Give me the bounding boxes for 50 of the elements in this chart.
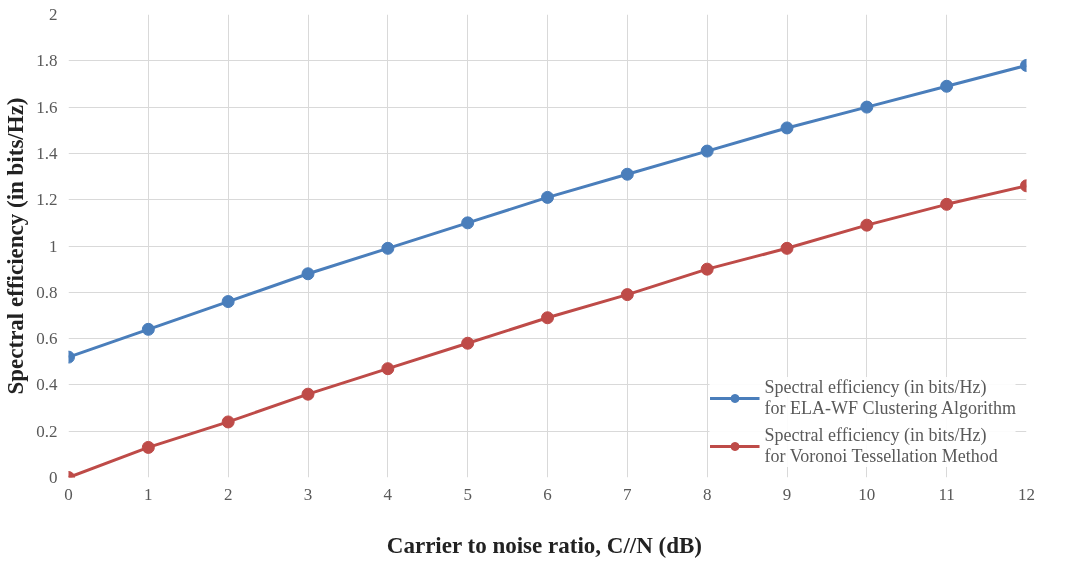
point (461, 216, 475, 230)
y-tick-label: 0.6 (36, 329, 58, 349)
point (780, 241, 794, 255)
x-tick-label: 4 (383, 484, 393, 504)
x-tick-label: 0 (64, 484, 73, 504)
y-tick-label: 0.4 (36, 375, 58, 395)
point (620, 288, 634, 302)
point (381, 362, 395, 376)
legend-label: Spectral efficiency (in bits/Hz) for ELA-WF Clustering Algorithm (764, 377, 1016, 419)
legend-label: Spectral efficiency (in bits/Hz) for Voronoi Tessellation Method (764, 425, 998, 467)
point (940, 79, 954, 93)
point (620, 167, 634, 181)
y-tick-label: 0 (49, 468, 58, 487)
point (221, 295, 235, 309)
x-tick-label: 9 (782, 484, 792, 504)
point (700, 144, 714, 158)
point (221, 415, 235, 429)
x-tick-label: 7 (623, 484, 633, 504)
point (461, 336, 475, 350)
x-tick-label: 6 (543, 484, 552, 504)
y-tick-label: 1.2 (36, 190, 58, 210)
x-tick-label: 10 (858, 484, 876, 504)
point (541, 311, 554, 325)
x-tick-label: 5 (463, 484, 472, 504)
x-tick-label: 2 (223, 484, 233, 504)
y-tick-label: 2 (49, 5, 58, 24)
x-axis-title: Carrier to noise ratio, C//N (dB) (386, 532, 702, 558)
point (381, 241, 395, 255)
x-tick-label: 3 (303, 484, 313, 504)
point (301, 387, 315, 401)
point (301, 267, 315, 281)
y-axis-title: Spectral efficiency (in bits/Hz) (3, 97, 29, 395)
point (860, 218, 874, 232)
x-tick-label: 1 (144, 484, 153, 504)
y-tick-label: 0.2 (36, 421, 58, 441)
point (541, 190, 554, 204)
point (141, 322, 155, 336)
point (141, 440, 155, 454)
y-tick-label: 1.8 (36, 51, 58, 71)
point (700, 262, 714, 276)
point (940, 197, 954, 211)
point (860, 100, 874, 114)
y-tick-label: 1.4 (36, 143, 58, 163)
y-tick-label: 1 (49, 236, 58, 256)
y-tick-label: 1.6 (36, 97, 58, 117)
y-tick-label: 0.8 (36, 282, 58, 302)
x-tick-label: 11 (938, 484, 955, 504)
x-tick-label: 8 (702, 484, 712, 504)
x-tick-label: 12 (1018, 484, 1035, 504)
point (780, 121, 794, 135)
